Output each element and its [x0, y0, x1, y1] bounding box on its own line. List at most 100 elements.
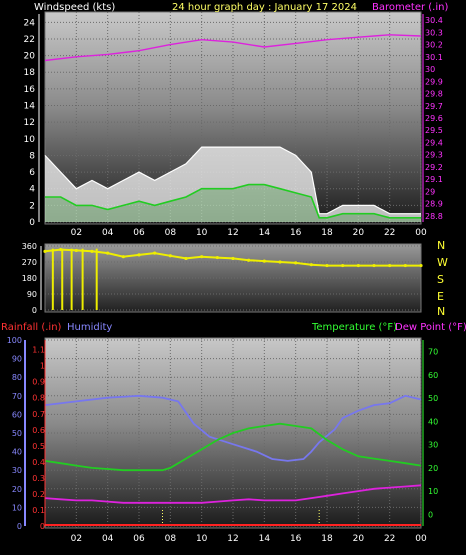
wind-direction-point [43, 249, 47, 253]
panel3-humidity-label: Humidity [67, 322, 112, 333]
panel1-y-tick: 24 [24, 18, 36, 28]
temperature-y-tick: 10 [428, 487, 438, 496]
panel2-y-tick: 270 [22, 258, 37, 267]
wind-gust-band [45, 147, 421, 218]
compass-label: W [437, 256, 448, 269]
panel1-y-tick: 6 [29, 168, 35, 178]
panel1-barometer-tick: 30.3 [425, 28, 443, 37]
rainfall-y-tick: 0.3 [32, 474, 45, 483]
rainfall-y-tick: 0.6 [32, 426, 45, 435]
temperature-y-tick: 40 [428, 417, 438, 426]
panel1-x-tick: 00 [415, 228, 427, 238]
rainfall-y-tick: 0.7 [32, 410, 45, 419]
panel1-barometer-tick: 30.4 [425, 16, 443, 25]
humidity-y-tick: 80 [12, 373, 22, 382]
rainfall-y-tick: 0 [40, 522, 45, 531]
panel3-x-tick: 20 [353, 534, 365, 544]
compass-label: N [437, 305, 445, 318]
rainfall-y-tick: 0.8 [32, 394, 45, 403]
wind-direction-point [215, 255, 219, 260]
wind-direction-point [153, 251, 157, 255]
panel3-x-tick: 10 [196, 534, 208, 544]
panel3-rainfall-label: Rainfall (.in) [1, 322, 62, 333]
wind-direction-point [278, 260, 282, 264]
wind-direction-point [372, 263, 376, 268]
panel2-y-tick: 90 [27, 290, 37, 299]
humidity-y-tick: 60 [12, 410, 22, 419]
panel1-barometer-tick: 30 [425, 65, 435, 74]
panel1-barometer-tick: 29.4 [425, 138, 443, 147]
panel1-barometer-tick: 29.3 [425, 151, 443, 160]
panel1-barometer-label: Barometer (.in) [372, 2, 448, 13]
humidity-y-tick: 0 [17, 522, 22, 531]
panel1-y-tick: 12 [24, 118, 35, 128]
wind-direction-point [184, 256, 188, 261]
panel1-title: 24 hour graph day : January 17 2024 [172, 2, 357, 13]
wind-direction-point [403, 263, 407, 268]
panel1-x-tick: 16 [290, 228, 302, 238]
panel1-barometer-tick: 30.1 [425, 53, 443, 62]
panel3-x-tick: 14 [259, 534, 271, 544]
panel1-x-tick: 20 [353, 228, 365, 238]
panel3-x-tick: 18 [321, 534, 333, 544]
wind-direction-point [341, 263, 345, 268]
panel1-barometer-tick: 28.8 [425, 212, 443, 221]
wind-direction-point [325, 263, 329, 268]
panel1-barometer-tick: 29.5 [425, 126, 443, 135]
wind-direction-point [106, 251, 110, 255]
panel3-x-tick: 16 [290, 534, 302, 544]
rainfall-y-tick: 0.2 [32, 490, 45, 499]
panel1-barometer-tick: 28.9 [425, 200, 443, 209]
wind-direction-point [294, 261, 298, 265]
humidity-y-tick: 90 [12, 355, 22, 364]
panel1-barometer-tick: 29.6 [425, 114, 443, 123]
barometer-line [44, 34, 422, 62]
panel1-y-tick: 10 [24, 135, 36, 145]
panel3-temperature-label: Temperature (°F) [311, 322, 397, 333]
panel1-barometer-tick: 29 [425, 187, 435, 196]
panel1-barometer-tick: 30.2 [425, 41, 443, 50]
panel1-y-tick: 2 [29, 201, 35, 211]
compass-label: S [437, 273, 444, 286]
panel1-y-tick: 4 [29, 185, 35, 195]
panel1-y-tick: 0 [29, 218, 35, 228]
panel1-x-tick: 12 [227, 228, 238, 238]
temperature-y-tick: 30 [428, 441, 438, 450]
wind-direction-point [121, 255, 125, 259]
humidity-y-tick: 20 [12, 485, 22, 494]
wind-gust-line [44, 146, 421, 215]
compass-label: E [437, 290, 444, 303]
humidity-line [44, 394, 422, 462]
wind-average-band [45, 184, 421, 222]
panel3-x-tick: 08 [165, 534, 177, 544]
panel2-y-tick: 180 [22, 274, 37, 283]
temperature-y-tick: 20 [428, 464, 438, 473]
temperature-line [44, 422, 422, 472]
rainfall-y-tick: 0.1 [32, 506, 45, 515]
panel1-x-tick: 10 [196, 228, 208, 238]
panel3-x-tick: 06 [133, 534, 145, 544]
panel1-barometer-tick: 29.2 [425, 163, 443, 172]
compass-label: N [437, 239, 445, 252]
panel1-y-tick: 22 [24, 35, 35, 45]
humidity-y-tick: 10 [12, 503, 22, 512]
wind-direction-point [419, 263, 423, 268]
wind-direction-point [309, 263, 313, 267]
panel1-y-tick: 14 [24, 102, 36, 112]
wind-direction-point [356, 263, 360, 268]
panel3-x-tick: 22 [384, 534, 395, 544]
panel3-x-tick: 02 [71, 534, 82, 544]
temperature-y-tick: 0 [428, 510, 433, 519]
wind-direction-point [74, 248, 78, 253]
rainfall-y-tick: 0.4 [32, 458, 45, 467]
wind-direction-point [200, 255, 204, 259]
panel1-barometer-tick: 29.8 [425, 90, 443, 99]
humidity-y-tick: 100 [7, 336, 22, 345]
rainfall-y-tick: 1 [40, 362, 45, 371]
panel1-barometer-tick: 29.1 [425, 175, 443, 184]
humidity-y-tick: 50 [12, 429, 22, 438]
panel2-y-tick: 360 [22, 242, 37, 251]
panel1-y-tick: 20 [24, 52, 36, 62]
humidity-y-tick: 40 [12, 448, 22, 457]
